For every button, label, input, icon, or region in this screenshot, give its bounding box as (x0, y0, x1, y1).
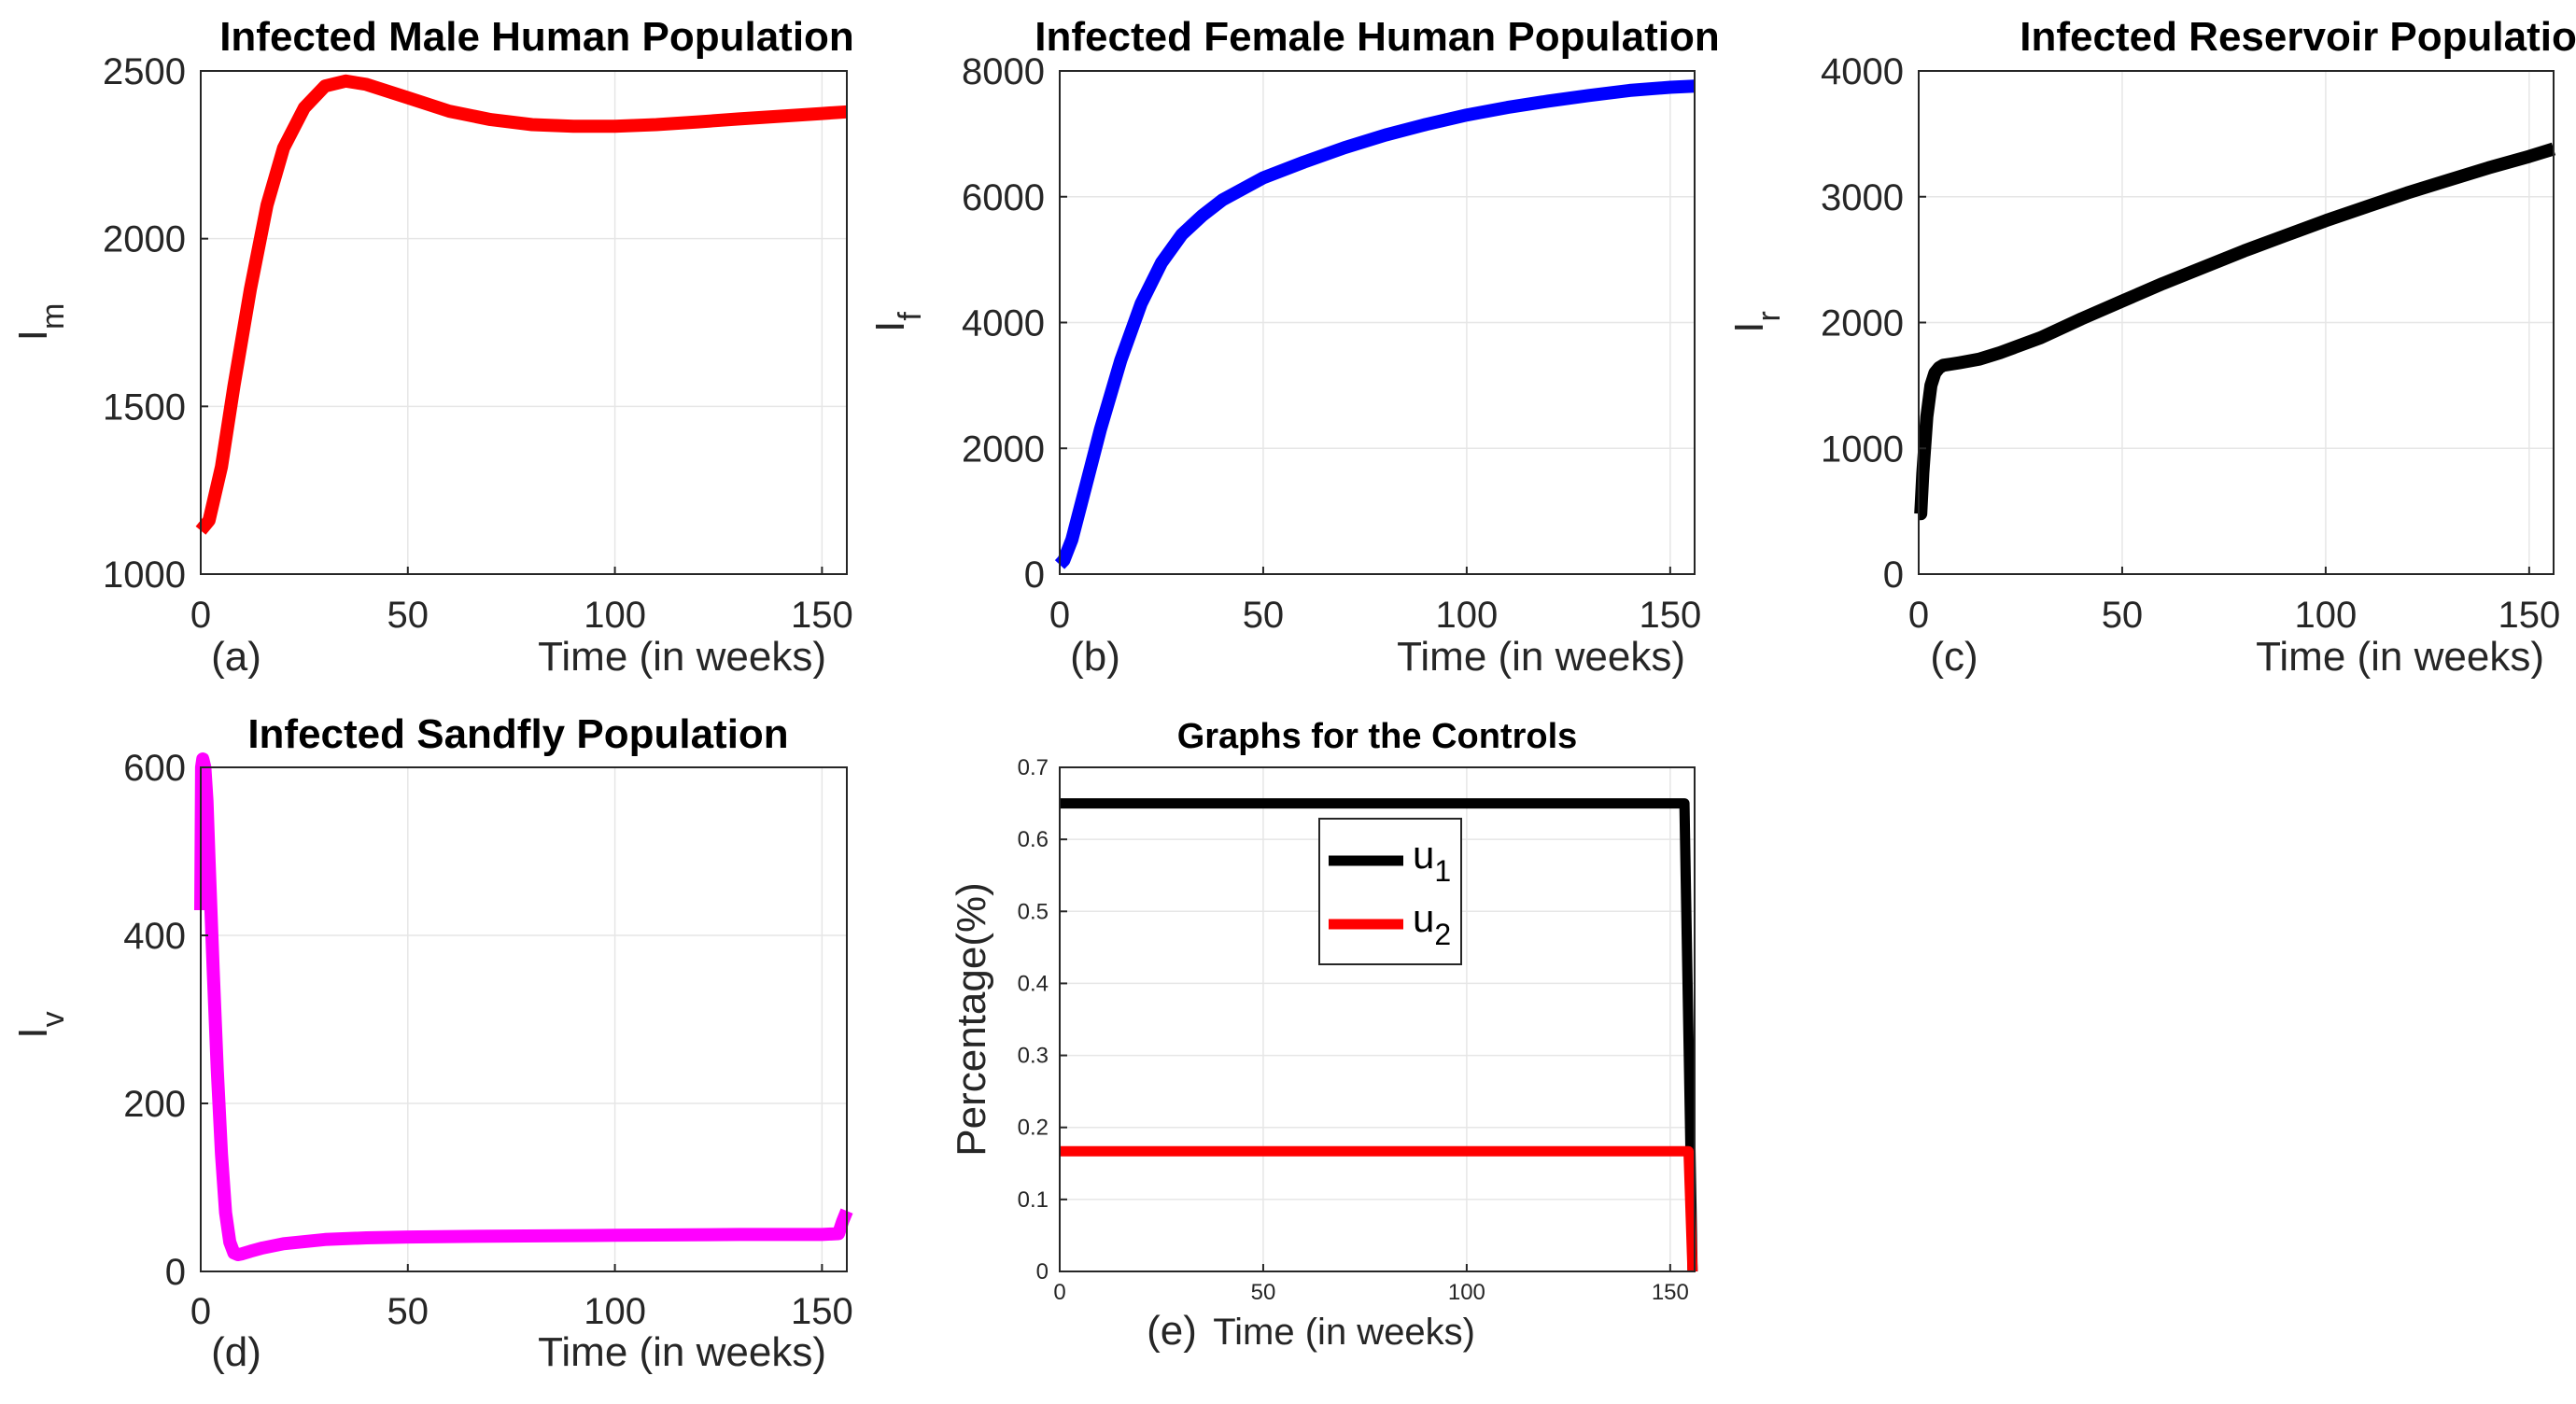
y-tick-label: 600 (123, 748, 186, 789)
y-tick-label: 0.1 (1018, 1187, 1049, 1213)
y-tick-label: 3000 (1821, 177, 1904, 218)
x-tick-label: 150 (2498, 595, 2560, 636)
chart-title: Infected Reservoir Population (2020, 14, 2576, 60)
chart-panel-1: 0 50 100 150 1000 1500 2000 2500 Infected Male H… (10, 14, 854, 680)
y-tick-label: 1000 (103, 555, 186, 596)
plot-area (201, 71, 847, 574)
chart-panel-4: 0 50 100 150 0 200 400 600 Infected Sandfly Popu… (10, 711, 853, 1375)
axes-box (200, 766, 848, 1272)
series-line-2 (1060, 1145, 1698, 1272)
series-line-1 (195, 74, 848, 535)
x-tick-label: 50 (1243, 595, 1285, 636)
y-tick-label: 2000 (962, 428, 1045, 470)
y-tick-label: 8000 (962, 51, 1045, 92)
x-tick-label: 50 (387, 595, 429, 636)
chart-panel-5: 0 50 100 150 0 0.1 0.2 0.3 0.4 0.5 0.6 0.7 Graphs fo… (949, 717, 1698, 1354)
y-tick-label: 200 (123, 1084, 186, 1125)
y-tick-label: 1000 (1821, 428, 1904, 470)
series-line-1 (1060, 798, 1698, 1272)
chart-title: Infected Male Human Population (219, 14, 854, 60)
x-tick-label: 100 (1448, 1280, 1485, 1305)
y-tick-label: 2000 (103, 219, 186, 260)
x-tick-label: 100 (1436, 595, 1499, 636)
series-line-1 (1914, 142, 2556, 521)
y-tick-label: 0 (1024, 555, 1045, 596)
y-tick-label: 4000 (1821, 51, 1904, 92)
axes-box (200, 70, 848, 575)
x-axis-label: Time (in weeks) (1397, 634, 1685, 680)
x-tick-label: 150 (1652, 1280, 1689, 1305)
x-tick-label: 50 (1251, 1280, 1276, 1305)
y-tick-label: 0 (165, 1252, 186, 1293)
y-tick-label: 6000 (962, 177, 1045, 218)
y-tick-label: 0.4 (1018, 971, 1049, 996)
panel-label: (b) (1070, 634, 1120, 680)
legend-box (1318, 818, 1462, 965)
series-line-1 (1054, 79, 1696, 569)
x-axis-label: Time (in weeks) (1213, 1312, 1475, 1353)
x-tick-label: 50 (387, 1291, 429, 1332)
y-tick-label: 0 (1883, 555, 1904, 596)
x-tick-label: 50 (2102, 595, 2144, 636)
chart-title: Infected Female Human Population (1035, 14, 1719, 60)
x-axis-label: Time (in weeks) (538, 1329, 826, 1375)
y-tick-label: 0.3 (1018, 1044, 1049, 1069)
x-axis-label: Time (in weeks) (2256, 634, 2544, 680)
x-tick-label: 150 (791, 1291, 853, 1332)
y-tick-label: 400 (123, 916, 186, 957)
x-tick-label: 0 (190, 595, 211, 636)
y-tick-label: 0.5 (1018, 899, 1049, 924)
x-tick-label: 0 (1049, 595, 1070, 636)
axes-box (1059, 766, 1696, 1272)
legend-label: u2 (1413, 896, 1451, 951)
x-tick-label: 100 (584, 595, 646, 636)
x-axis-label: Time (in weeks) (538, 634, 826, 680)
y-axis-label: Percentage(%) (949, 882, 994, 1156)
x-tick-label: 150 (791, 595, 853, 636)
y-axis-label: Ir (1726, 311, 1787, 333)
y-axis-label: If (867, 312, 928, 332)
y-tick-label: 0.6 (1018, 827, 1049, 852)
x-tick-label: 0 (1053, 1280, 1065, 1305)
y-tick-label: 4000 (962, 303, 1045, 344)
plot-area (201, 767, 847, 1271)
y-tick-label: 2000 (1821, 303, 1904, 344)
y-axis-label: Iv (10, 1011, 71, 1038)
panel-label: (d) (211, 1329, 261, 1375)
y-tick-label: 1500 (103, 386, 186, 428)
series-line-1 (194, 752, 853, 1261)
y-axis-label: Im (10, 303, 71, 342)
x-tick-label: 100 (2295, 595, 2358, 636)
y-tick-label: 0.2 (1018, 1116, 1049, 1141)
panel-label: (a) (211, 634, 261, 680)
legend-label: u1 (1413, 833, 1451, 888)
y-tick-label: 2500 (103, 51, 186, 92)
x-tick-label: 0 (190, 1291, 211, 1332)
chart-title: Graphs for the Controls (1177, 717, 1578, 756)
panel-label: (c) (1930, 634, 1978, 680)
x-tick-label: 0 (1908, 595, 1929, 636)
chart-panel-3: 0 50 100 150 0 1000 2000 3000 4000 Infected Reser… (1726, 14, 2576, 680)
x-tick-label: 100 (584, 1291, 646, 1332)
y-tick-label: 0 (1036, 1259, 1049, 1285)
panel-label: (e) (1147, 1308, 1197, 1354)
y-tick-label: 0.7 (1018, 755, 1049, 780)
x-tick-label: 150 (1639, 595, 1701, 636)
chart-title: Infected Sandfly Population (247, 711, 788, 757)
